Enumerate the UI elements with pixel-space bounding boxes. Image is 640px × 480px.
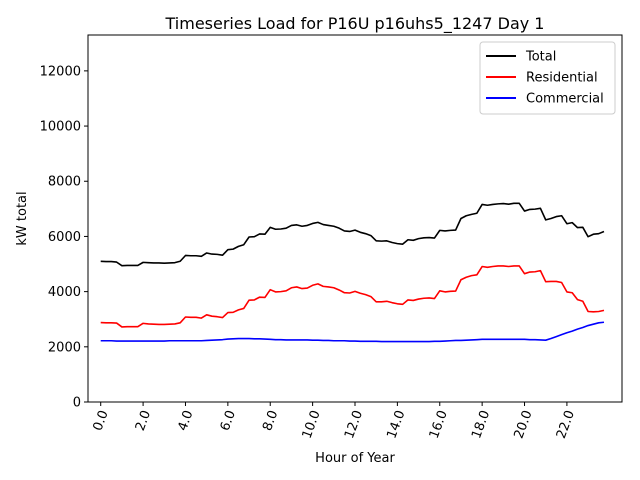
y-tick-label: 10000 [40,120,81,135]
series-line-commercial [100,321,605,343]
legend: Total Residential Commercial [479,41,616,115]
y-axis: 0 2000 4000 6000 8000 10000 12000 [40,64,88,411]
series-layer [100,202,605,343]
y-tick-label: 8000 [48,175,81,190]
x-axis-label: Hour of Year [315,451,395,466]
x-tick-label: 2.0 [133,408,154,433]
legend-label-commercial: Commercial [526,92,604,107]
x-tick-label: 8.0 [260,408,281,433]
x-tick-label: 4.0 [175,408,196,433]
y-tick-label: 12000 [40,64,81,79]
y-axis-label: kW total [15,191,30,245]
y-tick-label: 6000 [48,230,81,245]
x-tick-label: 6.0 [218,408,239,433]
chart-title: Timeseries Load for P16U p16uhs5_1247 Da… [165,14,545,34]
y-tick-label: 2000 [48,340,81,355]
legend-label-residential: Residential [526,71,598,86]
series-line-residential [100,265,605,328]
series-line-total [100,202,605,267]
y-tick-label: 0 [73,396,81,411]
legend-label-total: Total [525,50,556,65]
legend-box [479,41,616,115]
x-tick-label: 0.0 [91,408,112,433]
y-tick-label: 4000 [48,285,81,300]
